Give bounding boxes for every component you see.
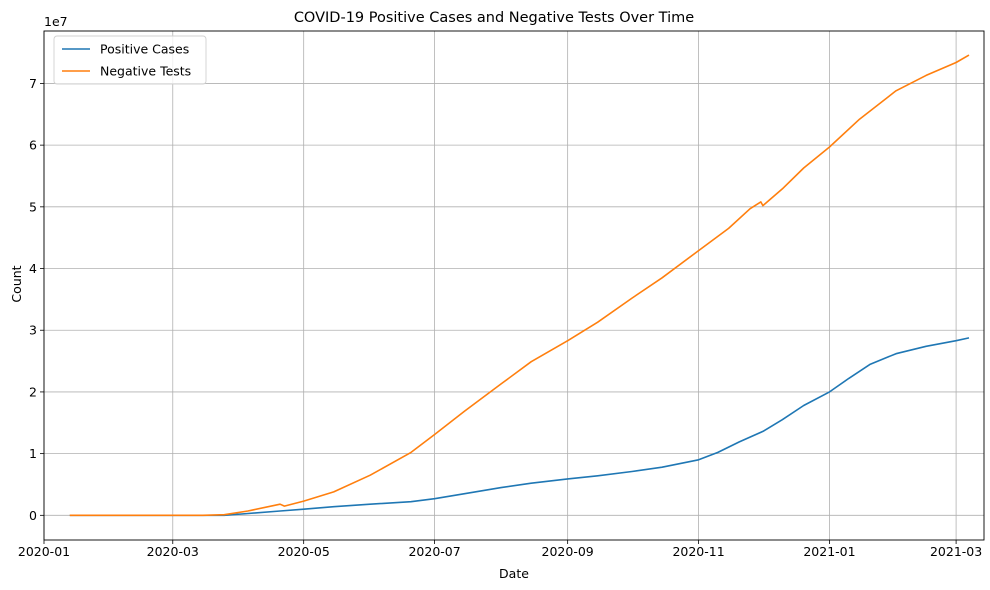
series-line-negative-tests (69, 54, 970, 517)
axis-ticks: 2020-01 2020-03 2020-05 2020-07 2020-09 2020-… (18, 76, 982, 559)
series-layer (69, 54, 970, 517)
grid (43, 31, 984, 540)
y-axis-label: Count (9, 265, 24, 302)
x-tick-label: 2020-07 (408, 544, 460, 559)
x-tick-label: 2020-05 (278, 544, 330, 559)
y-tick-label: 5 (29, 199, 37, 214)
y-tick-label: 3 (29, 323, 37, 338)
legend-label-negative-tests: Negative Tests (100, 64, 191, 79)
y-tick-label: 4 (29, 261, 37, 276)
legend-box (53, 35, 207, 85)
x-tick-label: 2020-11 (672, 544, 724, 559)
y-tick-label: 2 (29, 384, 37, 399)
series-line-positive-cases (69, 337, 970, 517)
y-tick-label: 6 (29, 138, 37, 153)
x-tick-label: 2020-01 (18, 544, 70, 559)
y-tick-label: 0 (29, 508, 37, 523)
plot-frame (43, 30, 985, 541)
x-tick-label: 2020-03 (147, 544, 199, 559)
y-tick-label: 7 (29, 76, 37, 91)
y-tick-label: 1 (29, 446, 37, 461)
x-axis-label: Date (499, 566, 529, 581)
x-tick-label: 2020-09 (542, 544, 594, 559)
y-offset-label: 1e7 (44, 14, 68, 29)
x-tick-label: 2021-03 (930, 544, 982, 559)
legend-label-positive-cases: Positive Cases (100, 42, 189, 57)
chart-title: COVID-19 Positive Cases and Negative Tes… (294, 10, 694, 26)
legend: Positive Cases Negative Tests (53, 35, 207, 85)
x-tick-label: 2021-01 (803, 544, 855, 559)
